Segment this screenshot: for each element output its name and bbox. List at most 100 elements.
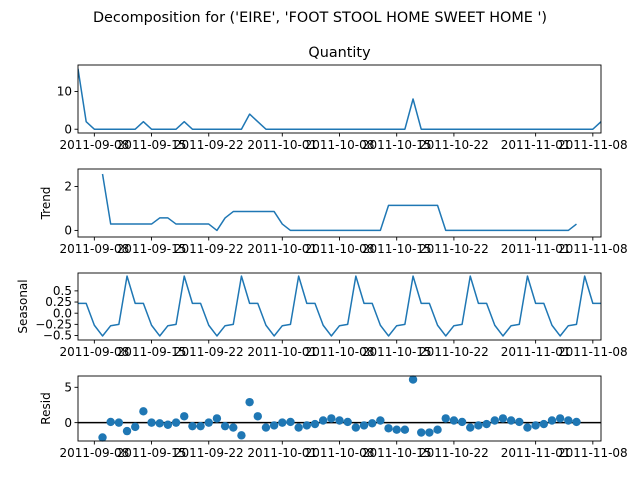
resid-xtick-label: 2011-11-01 <box>501 446 571 460</box>
resid-point <box>376 416 385 425</box>
seasonal-xtick-label: 2011-09-15 <box>117 345 187 359</box>
seasonal-ytick-label: 0.25 <box>45 295 72 309</box>
resid-point <box>114 418 124 427</box>
resid-point <box>122 426 132 436</box>
seasonal-xtick-label: 2011-10-15 <box>362 345 432 359</box>
seasonal-xtick-label: 2011-09-22 <box>174 345 244 359</box>
observed-xtick-label: 2011-10-22 <box>419 138 489 152</box>
resid-point <box>106 417 115 427</box>
resid-point <box>367 419 377 428</box>
resid-point <box>400 425 410 434</box>
seasonal-ylabel: Seasonal <box>16 279 30 333</box>
resid-point <box>245 397 254 407</box>
resid-point <box>457 417 467 427</box>
resid-xtick-label: 2011-09-15 <box>117 446 187 460</box>
seasonal-ytick-label: −0.25 <box>35 318 72 332</box>
resid-xtick-label: 2011-10-15 <box>362 446 432 460</box>
observed-xtick-label: 2011-09-22 <box>174 138 244 152</box>
resid-point <box>466 423 475 432</box>
resid-point <box>425 428 434 437</box>
resid-point <box>98 433 107 442</box>
resid-point <box>180 412 189 421</box>
resid-point <box>359 421 369 430</box>
seasonal-xtick-label: 2011-11-01 <box>501 345 571 359</box>
trend-ytick-label: 0 <box>64 224 72 238</box>
resid-point <box>310 419 320 429</box>
resid-point <box>506 416 516 425</box>
resid-point <box>384 424 393 433</box>
resid-point <box>318 416 328 425</box>
observed-xtick-label: 2011-10-01 <box>247 138 317 152</box>
observed-series-line <box>78 68 601 130</box>
resid-point <box>392 425 401 434</box>
seasonal-ytick-label: 0.5 <box>53 284 72 298</box>
observed-xtick-label: 2011-10-08 <box>305 138 375 152</box>
resid-point <box>327 414 336 423</box>
observed-xtick-label: 2011-09-08 <box>59 138 129 152</box>
seasonal-xtick-label: 2011-10-01 <box>247 345 317 359</box>
resid-point <box>269 421 279 430</box>
resid-ylabel: Resid <box>39 392 53 424</box>
observed-xtick-label: 2011-09-15 <box>117 138 187 152</box>
resid-xtick-label: 2011-09-08 <box>59 446 129 460</box>
resid-point <box>564 416 573 425</box>
resid-point <box>531 421 540 430</box>
resid-point <box>351 423 361 432</box>
observed-xtick-label: 2011-11-08 <box>558 138 628 152</box>
trend-xtick-label: 2011-09-08 <box>59 242 129 256</box>
trend-xtick-label: 2011-11-08 <box>558 242 628 256</box>
resid-point <box>196 421 205 431</box>
resid-point <box>302 421 312 430</box>
trend-xtick-label: 2011-10-01 <box>247 242 317 256</box>
observed-ytick-label: 10 <box>57 85 72 99</box>
seasonal-xtick-label: 2011-10-22 <box>419 345 489 359</box>
resid-xtick-label: 2011-09-22 <box>174 446 244 460</box>
trend-axes-frame <box>77 168 602 238</box>
resid-point <box>131 422 140 432</box>
resid-point <box>449 416 459 425</box>
resid-xtick-label: 2011-11-08 <box>558 446 628 460</box>
resid-point <box>547 416 557 425</box>
resid-point <box>474 421 483 430</box>
trend-ylabel: Trend <box>39 187 53 221</box>
resid-point <box>515 417 524 427</box>
resid-point <box>204 418 213 427</box>
seasonal-xtick-label: 2011-09-08 <box>59 345 129 359</box>
resid-point <box>220 421 230 431</box>
resid-ytick-label: 5 <box>64 381 72 395</box>
resid-xtick-label: 2011-10-22 <box>419 446 489 460</box>
resid-point <box>335 416 344 425</box>
observed-xtick-label: 2011-10-15 <box>362 138 432 152</box>
seasonal-panel: −0.5−0.250.00.250.52011-09-082011-09-152… <box>16 272 628 359</box>
trend-series-line <box>101 173 577 232</box>
observed-panel-title: Quantity <box>308 45 371 61</box>
resid-point <box>261 423 271 432</box>
trend-xtick-label: 2011-11-01 <box>501 242 571 256</box>
resid-point <box>294 423 303 432</box>
trend-xtick-label: 2011-09-15 <box>117 242 187 256</box>
resid-point <box>147 418 156 427</box>
resid-point <box>171 418 181 427</box>
resid-point <box>188 421 197 431</box>
resid-ytick-label: 0 <box>64 416 72 430</box>
resid-xtick-label: 2011-10-08 <box>305 446 375 460</box>
resid-point <box>572 417 581 427</box>
observed-ytick-label: 0 <box>64 122 72 136</box>
resid-point <box>163 420 173 429</box>
resid-point <box>212 414 222 423</box>
resid-xtick-label: 2011-10-01 <box>247 446 317 460</box>
observed-axes-frame <box>77 64 602 134</box>
trend-xtick-label: 2011-10-22 <box>419 242 489 256</box>
resid-point <box>417 428 426 437</box>
trend-xtick-label: 2011-09-22 <box>174 242 244 256</box>
seasonal-series-line <box>78 275 601 337</box>
trend-xtick-label: 2011-10-08 <box>305 242 375 256</box>
resid-point <box>278 418 287 427</box>
resid-point <box>237 431 246 440</box>
resid-point <box>433 425 442 434</box>
seasonal-ytick-label: −0.5 <box>43 329 72 343</box>
